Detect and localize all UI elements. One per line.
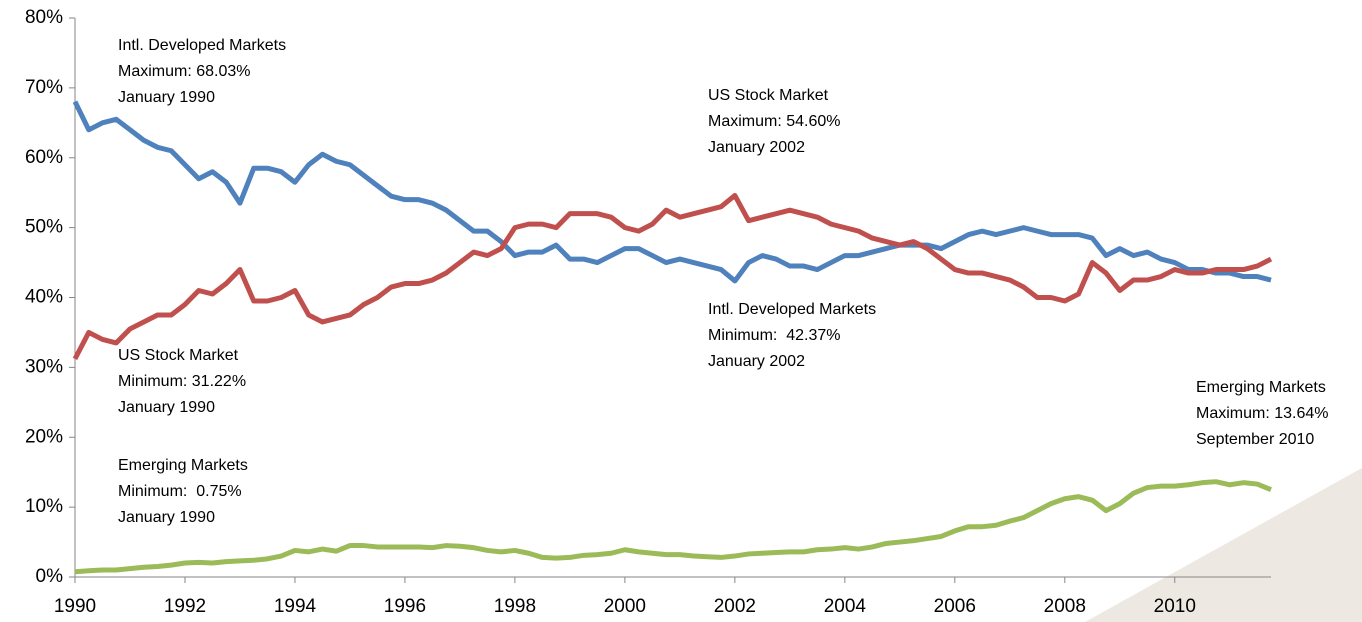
y-tick-label: 10% [25,496,63,517]
annotation: Emerging Markets [1196,379,1326,396]
annotation: January 2002 [708,139,805,156]
annotation: Minimum: 0.75% [118,483,242,500]
x-tick-label: 1990 [54,596,96,617]
annotation: Maximum: 54.60% [708,113,841,130]
y-tick-label: 80% [25,7,63,28]
x-tick-label: 2004 [824,596,867,617]
y-tick-label: 50% [25,217,63,238]
series-line [74,479,1272,575]
annotation: Intl. Developed Markets [708,301,876,318]
x-tick-label: 2010 [1154,596,1196,617]
annotation: January 2002 [708,353,805,370]
x-tick-label: 1998 [494,596,536,617]
annotation: Maximum: 68.03% [118,63,251,80]
annotation: Emerging Markets [118,457,248,474]
y-tick-label: 40% [25,287,63,308]
x-tick-label: 2000 [604,596,646,617]
series-line [72,192,1273,361]
annotation: Intl. Developed Markets [118,37,286,54]
series-line [72,100,1272,284]
x-tick-label: 1996 [384,596,426,617]
y-tick-label: 20% [25,426,63,447]
annotation: January 1990 [118,399,215,416]
x-tick-label: 1992 [164,596,206,617]
y-tick-label: 60% [25,147,63,168]
annotation: Minimum: 31.22% [118,373,246,390]
y-tick-label: 30% [25,356,63,377]
annotation: US Stock Market [118,347,239,364]
annotation: September 2010 [1196,431,1314,448]
x-tick-label: 2006 [934,596,976,617]
y-tick-label: 70% [25,77,63,98]
annotation: Minimum: 42.37% [708,327,841,344]
annotation: January 1990 [118,509,215,526]
annotation: Maximum: 13.64% [1196,405,1329,422]
y-tick-label: 0% [36,566,64,587]
decoration [1085,468,1362,622]
annotation: January 1990 [118,89,215,106]
annotation: US Stock Market [708,87,829,104]
x-tick-label: 1994 [274,596,317,617]
x-tick-label: 2002 [714,596,756,617]
x-tick-label: 2008 [1044,596,1086,617]
